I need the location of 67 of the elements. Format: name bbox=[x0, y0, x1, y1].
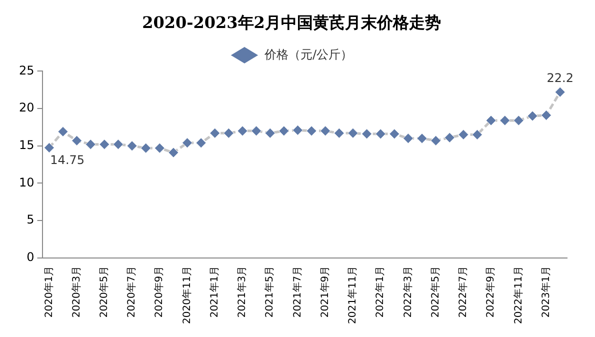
point bbox=[251, 126, 262, 136]
point bbox=[99, 139, 110, 150]
x-tick-label: 2022年7月 bbox=[457, 266, 470, 318]
legend-label: 价格（元/公斤） bbox=[263, 47, 353, 62]
point bbox=[444, 132, 455, 143]
point bbox=[486, 115, 496, 126]
point bbox=[85, 139, 96, 150]
point bbox=[430, 135, 442, 146]
point bbox=[472, 129, 482, 140]
point bbox=[44, 142, 54, 153]
point bbox=[348, 128, 358, 138]
point bbox=[416, 133, 428, 144]
data-label: 22.2 bbox=[546, 71, 574, 86]
x-tick-label: 2021年9月 bbox=[318, 266, 331, 318]
point bbox=[292, 124, 303, 136]
x-tick-label: 2021年7月 bbox=[291, 266, 304, 318]
x-tick-label: 2021年11月 bbox=[346, 266, 359, 324]
x-tick-label: 2022年5月 bbox=[429, 266, 442, 318]
point bbox=[237, 126, 248, 136]
data-label: 14.75 bbox=[50, 152, 85, 167]
x-tick-label: 2020年5月 bbox=[98, 266, 110, 318]
y-tick-label: 20 bbox=[18, 100, 34, 115]
y-tick-label: 10 bbox=[18, 175, 34, 190]
point bbox=[554, 86, 566, 98]
point bbox=[334, 128, 344, 138]
point bbox=[513, 115, 524, 126]
x-tick-label: 2020年9月 bbox=[153, 266, 166, 318]
point bbox=[112, 139, 124, 150]
point bbox=[210, 128, 220, 138]
point bbox=[182, 138, 193, 148]
point bbox=[402, 133, 414, 144]
point bbox=[375, 128, 386, 140]
point bbox=[154, 142, 165, 154]
y-tick-label: 5 bbox=[26, 212, 34, 227]
point bbox=[140, 142, 152, 154]
x-tick-label: 2020年3月 bbox=[70, 266, 82, 318]
point bbox=[527, 110, 538, 122]
point bbox=[196, 138, 206, 148]
point bbox=[223, 128, 234, 138]
point bbox=[168, 147, 179, 158]
point bbox=[362, 128, 372, 140]
point bbox=[389, 128, 400, 140]
y-tick-label: 25 bbox=[18, 63, 34, 78]
point bbox=[58, 126, 68, 137]
x-tick-label: 2022年9月 bbox=[484, 266, 497, 318]
x-tick-label: 2022年3月 bbox=[402, 266, 414, 318]
point bbox=[541, 110, 552, 120]
x-tick-label: 2021年3月 bbox=[236, 266, 248, 318]
x-tick-label: 2020年11月 bbox=[180, 266, 193, 324]
point bbox=[264, 128, 276, 138]
chart-title: 2020-2023年2月中国黄芪月末价格走势 bbox=[142, 12, 441, 32]
x-tick-label: 2020年7月 bbox=[126, 266, 138, 318]
point bbox=[458, 129, 469, 140]
point bbox=[278, 126, 290, 136]
y-tick-label: 0 bbox=[26, 250, 34, 264]
point bbox=[306, 126, 317, 136]
x-tick-label: 2023年1月 bbox=[540, 266, 552, 318]
x-tick-label: 2022年1月 bbox=[374, 266, 386, 318]
y-tick-label: 15 bbox=[18, 138, 34, 152]
x-tick-label: 2020年1月 bbox=[42, 266, 55, 318]
x-tick-label: 2021年1月 bbox=[208, 266, 220, 318]
point bbox=[126, 140, 138, 152]
x-tick-label: 2021年5月 bbox=[264, 266, 276, 318]
x-tick-label: 2022年11月 bbox=[512, 266, 524, 324]
point bbox=[72, 135, 82, 146]
point bbox=[500, 115, 510, 126]
point bbox=[320, 126, 331, 136]
